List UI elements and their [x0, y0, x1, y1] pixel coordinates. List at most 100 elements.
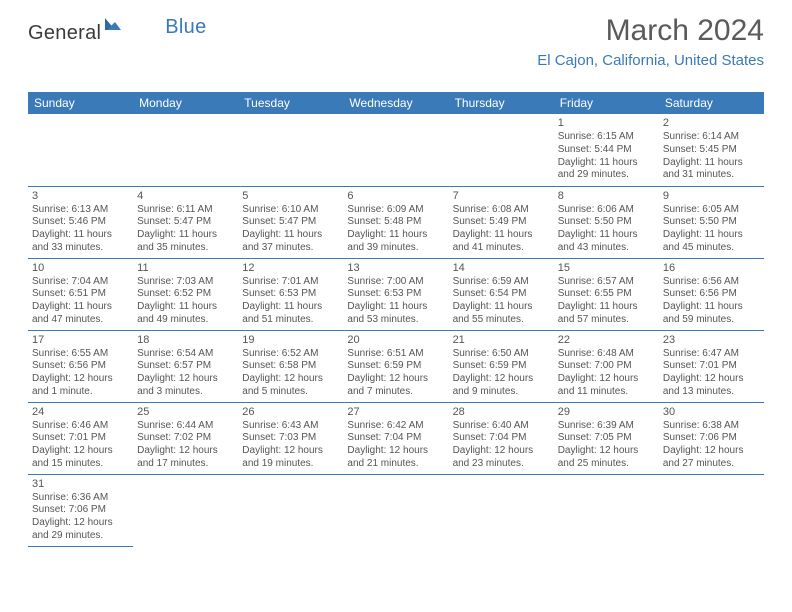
- day-info-line: Sunrise: 6:50 AM: [453, 348, 550, 361]
- day-info-line: Sunrise: 7:00 AM: [347, 276, 444, 289]
- calendar-cell: 19Sunrise: 6:52 AMSunset: 6:58 PMDayligh…: [238, 330, 343, 402]
- day-info-line: Sunset: 6:54 PM: [453, 288, 550, 301]
- day-number: 5: [242, 189, 339, 203]
- day-info-line: Sunrise: 6:46 AM: [32, 420, 129, 433]
- day-info-line: Sunset: 7:02 PM: [137, 432, 234, 445]
- day-info-line: Daylight: 12 hours: [558, 373, 655, 386]
- day-number: 9: [663, 189, 760, 203]
- day-info-line: Sunrise: 6:44 AM: [137, 420, 234, 433]
- calendar-cell: 26Sunrise: 6:43 AMSunset: 7:03 PMDayligh…: [238, 402, 343, 474]
- day-info-line: Daylight: 12 hours: [558, 445, 655, 458]
- day-info-line: Sunset: 6:55 PM: [558, 288, 655, 301]
- day-info-line: Sunrise: 6:55 AM: [32, 348, 129, 361]
- calendar-cell: 17Sunrise: 6:55 AMSunset: 6:56 PMDayligh…: [28, 330, 133, 402]
- day-info-line: Daylight: 12 hours: [347, 373, 444, 386]
- calendar-cell: [449, 474, 554, 546]
- weekday-header: Monday: [133, 92, 238, 114]
- day-info-line: Daylight: 12 hours: [663, 445, 760, 458]
- calendar-row: 24Sunrise: 6:46 AMSunset: 7:01 PMDayligh…: [28, 402, 764, 474]
- day-number: 8: [558, 189, 655, 203]
- day-info-line: Sunrise: 7:03 AM: [137, 276, 234, 289]
- day-info-line: and 1 minute.: [32, 386, 129, 399]
- header: General Blue March 2024 El Cajon, Califo…: [0, 0, 792, 92]
- day-info-line: Sunrise: 6:52 AM: [242, 348, 339, 361]
- calendar-cell: 8Sunrise: 6:06 AMSunset: 5:50 PMDaylight…: [554, 186, 659, 258]
- weekday-header: Saturday: [659, 92, 764, 114]
- calendar-cell: 22Sunrise: 6:48 AMSunset: 7:00 PMDayligh…: [554, 330, 659, 402]
- day-info-line: Sunrise: 6:09 AM: [347, 204, 444, 217]
- day-info-line: Daylight: 12 hours: [663, 373, 760, 386]
- day-info-line: Sunset: 5:47 PM: [242, 216, 339, 229]
- day-info-line: Sunrise: 6:56 AM: [663, 276, 760, 289]
- day-info-line: and 31 minutes.: [663, 169, 760, 182]
- weekday-header: Thursday: [449, 92, 554, 114]
- day-info-line: Sunrise: 6:08 AM: [453, 204, 550, 217]
- day-number: 13: [347, 261, 444, 275]
- day-info-line: and 41 minutes.: [453, 242, 550, 255]
- day-info-line: Daylight: 11 hours: [32, 229, 129, 242]
- day-info-line: Sunrise: 7:04 AM: [32, 276, 129, 289]
- day-number: 22: [558, 333, 655, 347]
- day-info-line: and 13 minutes.: [663, 386, 760, 399]
- day-info-line: Sunrise: 6:38 AM: [663, 420, 760, 433]
- day-number: 24: [32, 405, 129, 419]
- day-info-line: Sunset: 6:51 PM: [32, 288, 129, 301]
- calendar-cell: 5Sunrise: 6:10 AMSunset: 5:47 PMDaylight…: [238, 186, 343, 258]
- day-number: 12: [242, 261, 339, 275]
- calendar-cell: 31Sunrise: 6:36 AMSunset: 7:06 PMDayligh…: [28, 474, 133, 546]
- calendar-cell: [238, 474, 343, 546]
- day-info-line: and 11 minutes.: [558, 386, 655, 399]
- day-info-line: and 45 minutes.: [663, 242, 760, 255]
- calendar-cell: [28, 114, 133, 186]
- day-info-line: Sunset: 5:50 PM: [663, 216, 760, 229]
- day-info-line: Sunrise: 6:11 AM: [137, 204, 234, 217]
- day-info-line: Sunset: 5:47 PM: [137, 216, 234, 229]
- day-info-line: Daylight: 12 hours: [137, 445, 234, 458]
- day-info-line: Sunrise: 6:48 AM: [558, 348, 655, 361]
- day-info-line: Sunrise: 6:47 AM: [663, 348, 760, 361]
- day-number: 7: [453, 189, 550, 203]
- day-info-line: Sunset: 6:52 PM: [137, 288, 234, 301]
- day-info-line: Daylight: 12 hours: [32, 517, 129, 530]
- day-info-line: and 3 minutes.: [137, 386, 234, 399]
- calendar-cell: [449, 114, 554, 186]
- day-number: 21: [453, 333, 550, 347]
- day-number: 28: [453, 405, 550, 419]
- day-info-line: Sunset: 6:58 PM: [242, 360, 339, 373]
- day-info-line: Sunrise: 6:36 AM: [32, 492, 129, 505]
- calendar-cell: 9Sunrise: 6:05 AMSunset: 5:50 PMDaylight…: [659, 186, 764, 258]
- calendar-row: 3Sunrise: 6:13 AMSunset: 5:46 PMDaylight…: [28, 186, 764, 258]
- calendar-cell: 21Sunrise: 6:50 AMSunset: 6:59 PMDayligh…: [449, 330, 554, 402]
- day-info-line: Daylight: 11 hours: [242, 229, 339, 242]
- day-info-line: Sunrise: 6:05 AM: [663, 204, 760, 217]
- day-info-line: Sunset: 5:48 PM: [347, 216, 444, 229]
- day-number: 6: [347, 189, 444, 203]
- day-number: 15: [558, 261, 655, 275]
- day-info-line: Daylight: 11 hours: [663, 301, 760, 314]
- day-info-line: and 51 minutes.: [242, 314, 339, 327]
- day-info-line: and 7 minutes.: [347, 386, 444, 399]
- day-number: 25: [137, 405, 234, 419]
- calendar-table: Sunday Monday Tuesday Wednesday Thursday…: [28, 92, 764, 547]
- calendar-cell: 7Sunrise: 6:08 AMSunset: 5:49 PMDaylight…: [449, 186, 554, 258]
- day-info-line: Daylight: 12 hours: [32, 373, 129, 386]
- day-info-line: Sunrise: 6:40 AM: [453, 420, 550, 433]
- brand-text-2: Blue: [165, 16, 206, 39]
- day-info-line: and 47 minutes.: [32, 314, 129, 327]
- day-info-line: Daylight: 12 hours: [137, 373, 234, 386]
- day-number: 18: [137, 333, 234, 347]
- day-number: 16: [663, 261, 760, 275]
- calendar-cell: [659, 474, 764, 546]
- weekday-header: Sunday: [28, 92, 133, 114]
- day-info-line: Sunset: 7:00 PM: [558, 360, 655, 373]
- day-info-line: Sunset: 6:53 PM: [242, 288, 339, 301]
- weekday-header: Friday: [554, 92, 659, 114]
- brand-text-1: General: [28, 22, 101, 45]
- day-info-line: and 27 minutes.: [663, 458, 760, 471]
- weekday-header: Tuesday: [238, 92, 343, 114]
- brand-logo: General Blue: [28, 22, 207, 45]
- day-info-line: Sunset: 7:06 PM: [663, 432, 760, 445]
- calendar-cell: 23Sunrise: 6:47 AMSunset: 7:01 PMDayligh…: [659, 330, 764, 402]
- calendar-row: 17Sunrise: 6:55 AMSunset: 6:56 PMDayligh…: [28, 330, 764, 402]
- day-info-line: and 39 minutes.: [347, 242, 444, 255]
